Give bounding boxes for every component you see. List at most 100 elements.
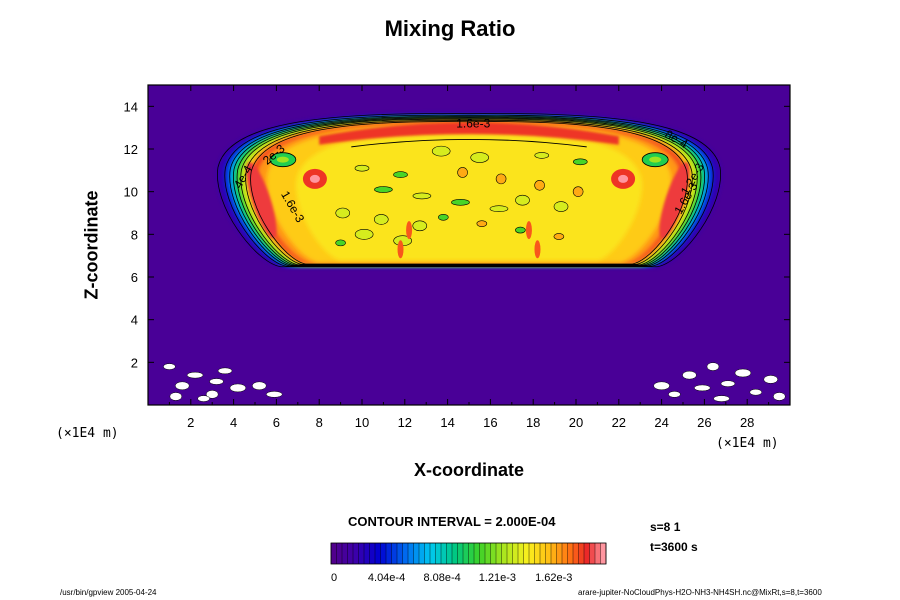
speckle-15 [706,362,720,371]
colorbar-step [589,543,596,564]
speckle-19 [763,375,778,384]
noise-speckles [163,362,786,402]
cell-blob-13 [335,207,351,219]
colorbar-step [545,543,552,564]
colorbar-step [386,543,392,564]
x-tick-label: 6 [273,415,280,430]
x-tick-label: 26 [697,415,711,430]
colorbar-step [600,543,607,564]
x-tick-label: 28 [740,415,754,430]
cell-blob-8 [451,199,470,206]
time-label: t=3600 s [650,540,698,554]
speckle-1 [174,381,190,391]
speckle-20 [713,395,730,402]
speckle-11 [653,381,670,391]
streak-0 [406,221,413,240]
contour-7 [250,121,688,265]
cell-blob-15 [495,173,507,185]
x-tick-label: 16 [483,415,497,430]
colorbar-step [435,543,442,564]
colorbar-step [523,543,530,564]
cell-blob-7 [373,214,389,225]
footer-command: /usr/bin/gpview 2005-04-24 [60,588,157,597]
s-value-label: s=8 1 [650,520,681,534]
y-tick-label: 10 [124,185,138,200]
cell-blob-18 [476,220,488,227]
colorbar-step [573,543,579,564]
colorbar-step [595,543,601,564]
colorbar-step [474,543,480,564]
x-tick-label: 4 [230,415,237,430]
hot-spot-center-0 [309,174,320,183]
green-spot-center-0 [276,156,289,163]
colorbar-step [567,543,574,564]
colorbar-step [501,543,508,564]
cloud-field [217,113,721,267]
cell-blob-2 [489,205,509,213]
cell-blob-0 [335,239,346,247]
y-tick-label: 6 [131,270,138,285]
colorbar-step [496,543,502,564]
footer-source: arare-jupiter-NoCloudPhys-H2O-NH3-NH4SH.… [578,588,822,597]
speckle-0 [163,363,176,370]
cell-blob-12 [515,226,526,234]
cell-blob-4 [393,171,408,178]
cell-blob-24 [438,213,449,221]
colorbar-step [457,543,464,564]
colorbar-step [584,543,590,564]
colorbar-step [578,543,585,564]
colorbar-step [534,543,541,564]
x-tick-label: 20 [569,415,583,430]
green-spot-center-1 [649,156,662,163]
colorbar-step [424,543,431,564]
streak-3 [534,240,541,259]
x-axis-label: X-coordinate [413,460,524,480]
colorbar-step [468,543,475,564]
colorbar-step [540,543,546,564]
cell-blob-21 [457,167,468,178]
speckle-2 [186,371,204,379]
speckle-18 [749,388,763,396]
cell-blob-3 [572,186,584,197]
speckle-17 [734,368,752,378]
colorbar-step [507,543,513,564]
cell-blob-11 [431,145,451,157]
colorbar-step [391,543,398,564]
cell-blob-25 [515,194,530,206]
x-tick-label: 8 [316,415,323,430]
contour-0 [217,113,721,268]
cell-blob-14 [412,192,432,200]
colorbar-step [452,543,458,564]
colorbar-step [342,543,348,564]
red-rim-1 [659,162,690,239]
y-tick-label: 14 [124,99,138,114]
y-tick-label: 8 [131,227,138,242]
colorbar-step [353,543,359,564]
colorbar-step [413,543,420,564]
colorbar-step [551,543,557,564]
x-tick-label: 2 [187,415,194,430]
cell-blob-19 [553,201,569,212]
cell-blob-23 [354,229,374,240]
speckle-6 [197,395,210,402]
colorbar-step [380,543,387,564]
cell-blob-6 [553,233,565,240]
colorbar-step [562,543,568,564]
colorbar-step [358,543,365,564]
cell-blob-22 [534,152,550,159]
x-tick-label: 24 [654,415,668,430]
streak-1 [525,221,532,240]
z-unit-label: (×1E4 m) [56,426,119,441]
colorbar-step [463,543,469,564]
y-tick-label: 4 [131,313,138,328]
red-top-rim [319,122,619,145]
colorbar-step [369,543,376,564]
contour-top-inner [351,138,587,148]
colorbar-step [402,543,409,564]
colorbar-step [446,543,453,564]
colorbar-step [364,543,370,564]
colorbar-step [479,543,486,564]
cell-blob-5 [470,152,490,163]
colorbar-step [347,543,354,564]
hot-spot-center-1 [618,174,629,183]
